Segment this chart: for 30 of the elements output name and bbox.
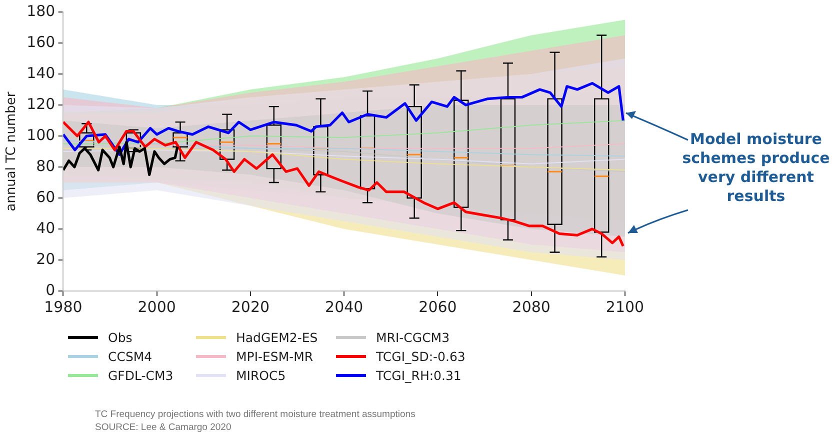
y-tick-label: 0 xyxy=(46,280,56,299)
text: Model moisture schemes produce very different results xyxy=(681,130,831,206)
y-tick-label: 120 xyxy=(26,94,56,113)
y-tick-label: 60 xyxy=(36,188,56,206)
y-tick-label: 160 xyxy=(26,32,56,51)
x-tick-label: 2020 xyxy=(231,298,270,316)
legend-label: MIROC5 xyxy=(236,368,286,383)
source-note: SOURCE: Lee & Camargo 2020 xyxy=(95,422,232,433)
y-tick-label: 180 xyxy=(26,2,56,20)
y-tick-label: 20 xyxy=(36,250,56,268)
legend-label: HadGEM2-ES xyxy=(236,330,318,345)
x-tick-label: 1980 xyxy=(44,298,82,316)
legend-label: MRI-CGCM3 xyxy=(376,330,450,345)
legend-label: MPI-ESM-MR xyxy=(236,349,314,364)
y-axis-title: annual TC number xyxy=(4,91,20,212)
y-tick-label: 80 xyxy=(36,156,56,175)
text: TC Frequency projections with two different moisture treatment assumptions xyxy=(95,409,416,420)
x-tick-label: 2100 xyxy=(606,298,644,316)
legend-label: TCGI_SD:-0.63 xyxy=(376,349,466,364)
legend-label: TCGI_RH:0.31 xyxy=(376,368,462,383)
x-tick-label: 2040 xyxy=(325,298,364,316)
legend-label: Obs xyxy=(108,330,132,345)
y-tick-label: 40 xyxy=(36,218,56,237)
x-tick-label: 2060 xyxy=(418,298,457,316)
y-tick-label: 140 xyxy=(26,64,56,82)
y-tick-label: 100 xyxy=(26,126,56,144)
x-tick-label: 2080 xyxy=(512,298,550,316)
x-tick-label: 2000 xyxy=(138,298,176,316)
legend-label: GFDL-CM3 xyxy=(108,368,174,383)
legend-label: CCSM4 xyxy=(108,349,152,364)
